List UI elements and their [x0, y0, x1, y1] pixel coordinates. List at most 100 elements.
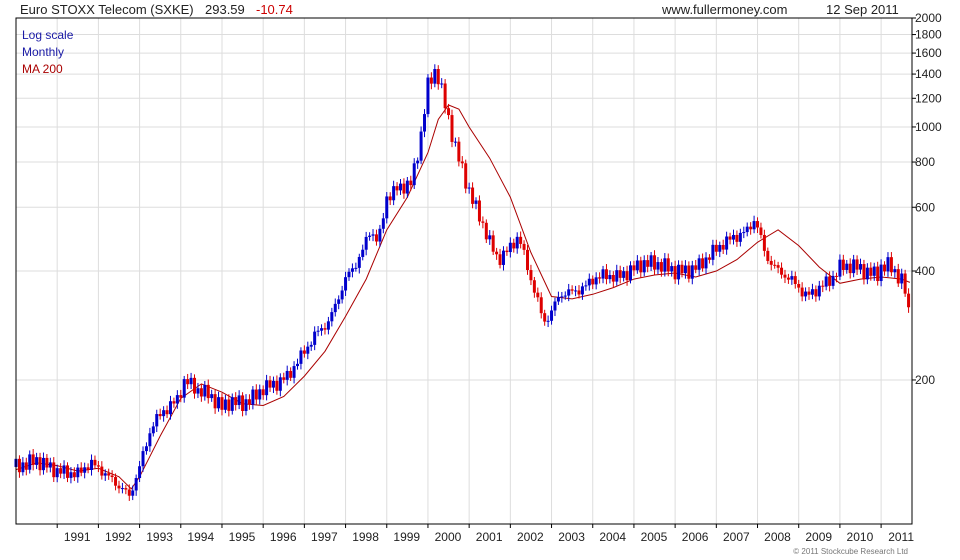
price-bar-body	[371, 234, 375, 236]
ma-200-layer	[15, 104, 911, 490]
price-bar-body	[587, 278, 591, 286]
price-bar-body	[635, 260, 639, 271]
price-bar-body	[350, 268, 354, 272]
price-bar-body	[268, 380, 272, 388]
price-bar-body	[17, 458, 21, 473]
price-bar-body	[440, 83, 444, 85]
price-bar-body	[134, 478, 138, 491]
price-bar-body	[546, 320, 550, 322]
price-bar-body	[872, 266, 876, 276]
price-bar-body	[594, 277, 598, 285]
price-bar-body	[883, 264, 887, 272]
price-bar-body	[354, 267, 358, 269]
price-bar-body	[72, 472, 76, 478]
price-bar-body	[656, 262, 660, 270]
price-bar-body	[632, 265, 636, 271]
ma-200-line	[15, 104, 911, 490]
price-bar-body	[76, 467, 80, 478]
price-bar-body	[299, 350, 303, 364]
price-bar-body	[38, 457, 42, 471]
price-bar-body	[155, 414, 159, 427]
price-bar-body	[258, 389, 262, 400]
price-bar-body	[199, 388, 203, 397]
price-bar-body	[642, 260, 646, 273]
price-bar-body	[673, 266, 677, 280]
price-bar-body	[447, 108, 451, 116]
x-tick-label: 2011	[888, 530, 914, 544]
y-tick-label: 1000	[915, 120, 942, 134]
price-bar-body	[512, 242, 516, 249]
price-bar-body	[756, 221, 760, 228]
price-bar-body	[838, 259, 842, 277]
price-bar-body	[361, 249, 365, 257]
price-bar-body	[560, 296, 564, 298]
x-tick-label: 1996	[270, 530, 297, 544]
price-bar-body	[223, 399, 227, 410]
y-tick-label: 1600	[915, 46, 942, 60]
price-bar-body	[536, 292, 540, 298]
legend-ma-200: MA 200	[22, 62, 63, 76]
price-bar-body	[659, 262, 663, 272]
price-bar-body	[766, 250, 770, 261]
price-bar-body	[783, 274, 787, 278]
price-bar-body	[793, 276, 797, 285]
price-bar-body	[663, 258, 667, 272]
price-bar-body	[416, 160, 420, 164]
price-bar-body	[337, 299, 341, 304]
chart-title: Euro STOXX Telecom (SXKE)	[20, 2, 194, 17]
price-bar-body	[443, 83, 447, 109]
price-bar-body	[807, 291, 811, 295]
price-bar-body	[323, 328, 327, 330]
price-bar-body	[683, 265, 687, 274]
price-bar-body	[495, 251, 499, 255]
price-bar-body	[96, 465, 100, 467]
price-bar-body	[742, 232, 746, 234]
price-bar-body	[611, 275, 615, 282]
price-bar-body	[419, 131, 423, 161]
price-bar-body	[670, 266, 674, 272]
price-bar-body	[529, 270, 533, 281]
price-bar-body	[862, 264, 866, 280]
price-bar-body	[31, 454, 35, 465]
price-bar-body	[144, 446, 148, 452]
price-bar-body	[138, 466, 142, 479]
x-tick-label: 1994	[187, 530, 214, 544]
price-bar-body	[848, 263, 852, 274]
price-bar-body	[296, 363, 300, 367]
x-tick-label: 2002	[517, 530, 544, 544]
price-bar-body	[580, 286, 584, 295]
price-bar-body	[828, 276, 832, 286]
price-bar-body	[186, 379, 190, 385]
price-change: -10.74	[256, 2, 293, 17]
price-bar-body	[556, 297, 560, 302]
price-bar-body	[247, 399, 251, 405]
price-bar-body	[151, 426, 155, 434]
price-bar-body	[347, 271, 351, 278]
price-bar-body	[471, 187, 475, 204]
price-bar-body	[227, 399, 231, 411]
legend-log-scale: Log scale	[22, 28, 74, 42]
price-bar-body	[289, 370, 293, 378]
price-bar-body	[646, 260, 650, 267]
price-bar-body	[690, 265, 694, 279]
price-bar-body	[505, 250, 509, 253]
price-bar-body	[752, 221, 756, 230]
price-bar-body	[834, 275, 838, 277]
price-bar-body	[628, 265, 632, 281]
x-tick-label: 2006	[682, 530, 709, 544]
price-bar-body	[412, 163, 416, 186]
price-bar-body	[385, 196, 389, 219]
y-tick-label: 1400	[915, 67, 942, 81]
price-bar-body	[601, 269, 605, 279]
price-bar-body	[800, 287, 804, 297]
price-bar-body	[234, 397, 238, 406]
price-bar-body	[162, 410, 166, 417]
price-bar-body	[649, 255, 653, 267]
x-tick-label: 1991	[64, 530, 91, 544]
price-bar-body	[381, 218, 385, 229]
price-bar-body	[704, 257, 708, 269]
price-bar-body	[41, 457, 45, 471]
y-tick-label: 1200	[915, 91, 942, 105]
x-tick-label: 2009	[805, 530, 832, 544]
